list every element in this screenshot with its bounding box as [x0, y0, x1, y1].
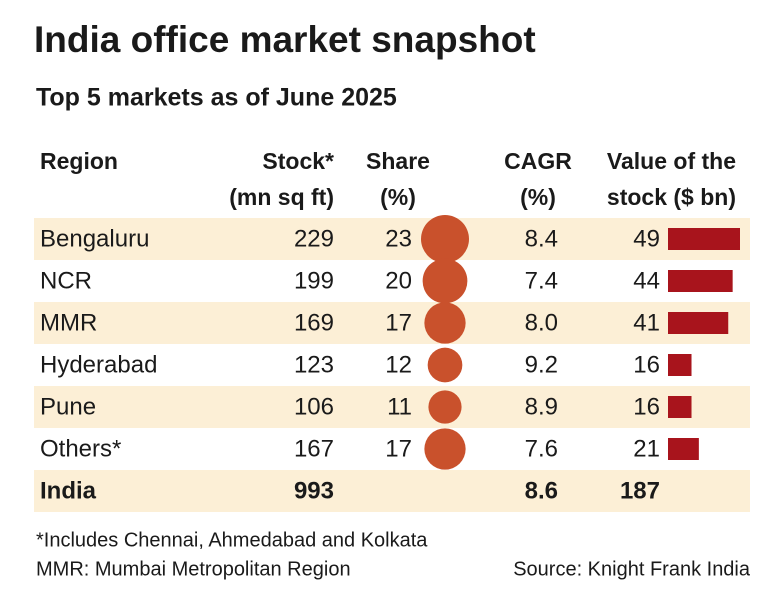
cell: MMR — [40, 309, 97, 336]
cell: 41 — [633, 309, 660, 336]
cell: 17 — [385, 435, 412, 462]
value-bar — [668, 270, 733, 292]
column-header: (mn sq ft) — [229, 184, 334, 210]
value-bar — [668, 228, 740, 250]
row-band — [34, 302, 750, 344]
cell: 8.4 — [525, 225, 558, 252]
total-cell: India — [40, 477, 97, 504]
cell: 44 — [633, 267, 660, 294]
cell: NCR — [40, 267, 92, 294]
share-circle — [428, 390, 462, 424]
cell: 12 — [385, 351, 412, 378]
share-circle — [424, 302, 466, 344]
cell: Bengaluru — [40, 225, 149, 252]
cell: 199 — [294, 267, 334, 294]
row-band — [34, 386, 750, 428]
cell: 9.2 — [525, 351, 558, 378]
cell: 169 — [294, 309, 334, 336]
footnote: MMR: Mumbai Metropolitan Region — [36, 558, 351, 580]
cell: 7.6 — [525, 435, 558, 462]
cell: 8.0 — [525, 309, 558, 336]
total-cell: 8.6 — [525, 477, 558, 504]
cell: Hyderabad — [40, 351, 157, 378]
cell: 17 — [385, 309, 412, 336]
value-bar — [668, 354, 692, 376]
column-header: Share — [366, 148, 430, 174]
cell: 11 — [387, 393, 412, 420]
cell: 106 — [294, 393, 334, 420]
cell: 123 — [294, 351, 334, 378]
total-cell: 187 — [620, 477, 660, 504]
share-circle — [421, 215, 469, 263]
column-header: Value of the — [607, 148, 736, 174]
value-bar — [668, 396, 692, 418]
cell: 16 — [633, 351, 660, 378]
value-bar — [668, 438, 699, 460]
share-circle — [422, 258, 468, 304]
cell: 229 — [294, 225, 334, 252]
total-cell: 993 — [294, 477, 334, 504]
column-header: (%) — [380, 184, 416, 210]
share-circle — [427, 347, 463, 383]
share-circle — [424, 428, 466, 470]
row-band — [34, 218, 750, 260]
column-header: Stock* — [262, 148, 334, 174]
footnote: *Includes Chennai, Ahmedabad and Kolkata — [36, 529, 428, 551]
total-band — [34, 470, 750, 512]
column-header: Region — [40, 148, 118, 174]
cell: 49 — [633, 225, 660, 252]
value-bar — [668, 312, 729, 334]
cell: 23 — [385, 225, 412, 252]
subtitle: Top 5 markets as of June 2025 — [36, 84, 397, 112]
column-header: (%) — [520, 184, 556, 210]
cell: 16 — [633, 393, 660, 420]
source: Source: Knight Frank India — [513, 558, 751, 580]
column-header: CAGR — [504, 148, 572, 174]
cell: 8.9 — [525, 393, 558, 420]
cell: 21 — [633, 435, 660, 462]
cell: 7.4 — [525, 267, 558, 294]
title: India office market snapshot — [34, 19, 536, 60]
column-header: stock ($ bn) — [607, 184, 736, 210]
cell: Others* — [40, 435, 121, 462]
cell: Pune — [40, 393, 96, 420]
cell: 167 — [294, 435, 334, 462]
cell: 20 — [385, 267, 412, 294]
